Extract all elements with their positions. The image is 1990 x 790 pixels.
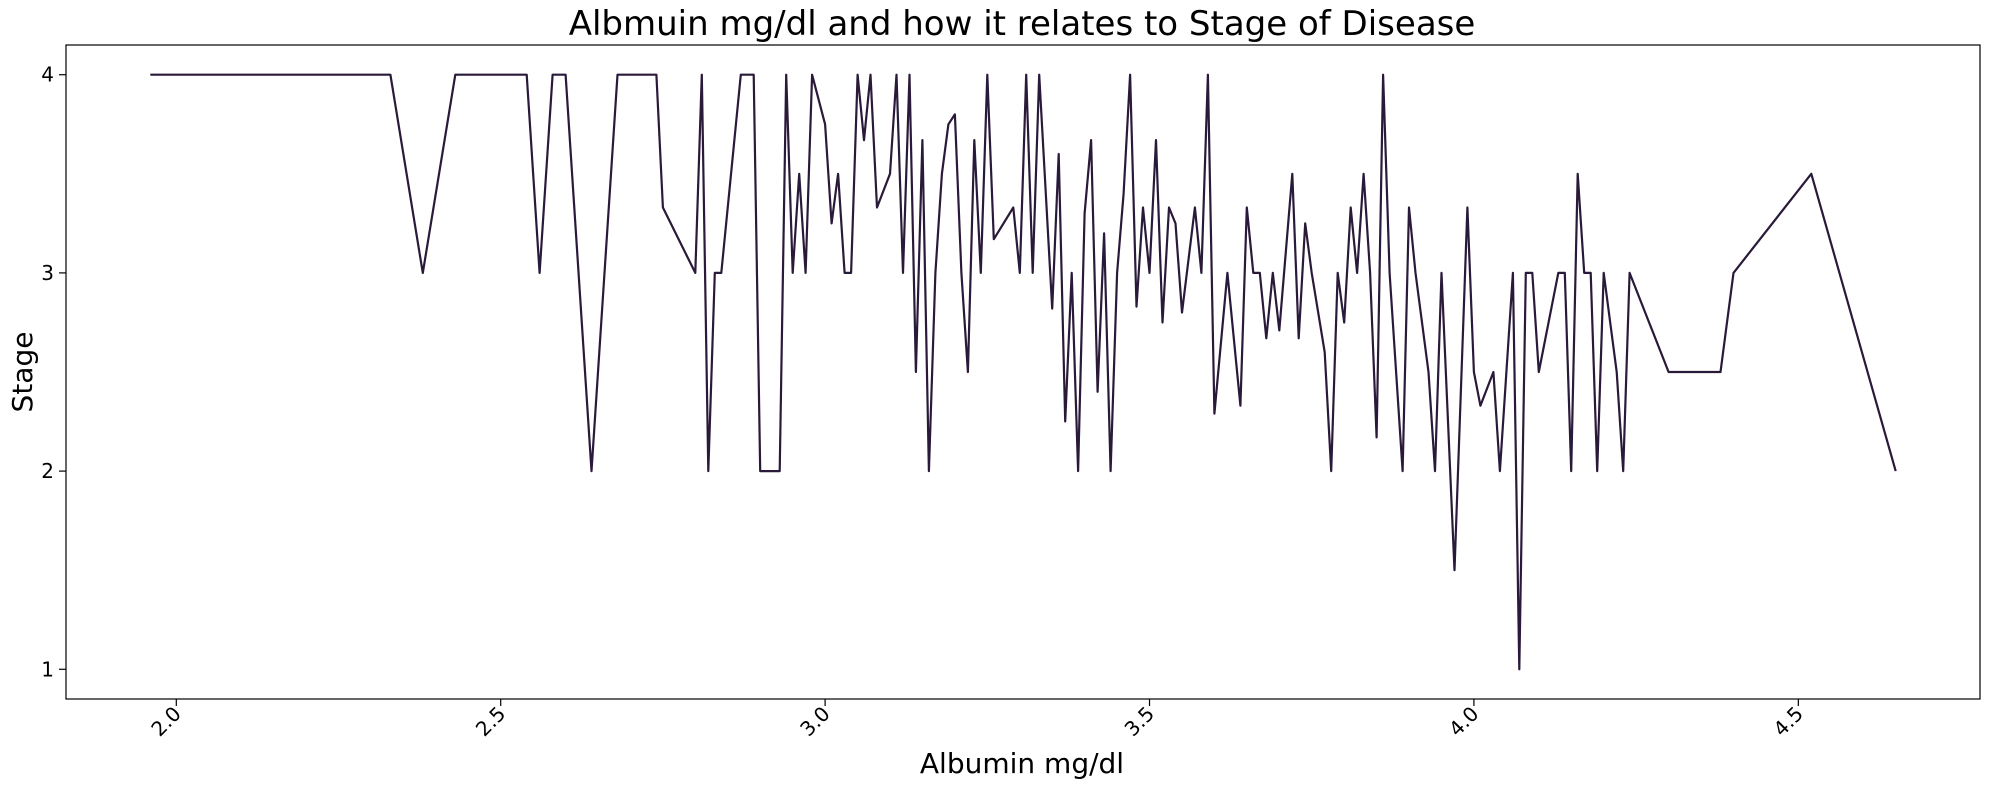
x-axis-label: Albumin mg/dl (920, 747, 1124, 780)
y-axis: 1 2 3 4 (41, 63, 66, 681)
chart-title: Albmuin mg/dl and how it relates to Stag… (569, 4, 1476, 44)
x-tick-label: 2.0 (146, 702, 185, 741)
x-tick-label: 3.5 (1120, 702, 1159, 741)
y-tick-label: 3 (41, 261, 54, 285)
x-tick-label: 4.5 (1768, 702, 1807, 741)
series-line (150, 73, 1897, 671)
plot-frame (65, 44, 1981, 700)
x-axis: 2.0 2.5 3.0 3.5 4.0 4.5 (146, 699, 1808, 741)
y-tick-label: 2 (41, 459, 54, 483)
x-tick-label: 3.0 (795, 702, 834, 741)
y-tick-label: 1 (41, 657, 54, 681)
x-tick-label: 4.0 (1444, 702, 1483, 741)
y-axis-label: Stage (6, 332, 39, 413)
y-tick-label: 4 (41, 63, 54, 87)
x-tick-label: 2.5 (471, 702, 510, 741)
